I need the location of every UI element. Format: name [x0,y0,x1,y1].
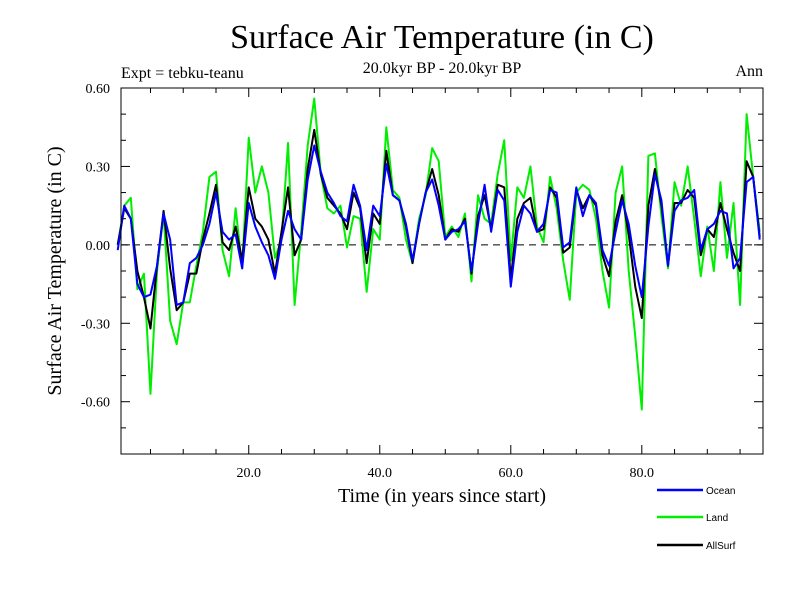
legend: Ocean Land AllSurf [657,486,736,552]
series-line-ocean [116,144,761,306]
period-label: Ann [735,63,763,80]
series-layer [116,97,761,411]
y-tick-label: 0.00 [86,239,111,254]
x-tick-label: 80.0 [630,466,655,481]
x-axis-label: Time (in years since start) [338,485,546,507]
legend-label-ocean: Ocean [706,486,735,497]
plot-frame [120,87,764,455]
legend-label-allsurf: AllSurf [706,541,736,552]
series-line-allsurf [116,128,761,330]
chart-title: Surface Air Temperature (in C) [230,19,654,56]
chart-subtitle: 20.0kyr BP - 20.0kyr BP [363,60,522,77]
y-tick-label: -0.60 [81,396,110,411]
y-tick-label: -0.30 [81,317,110,332]
legend-label-land: Land [706,513,728,524]
x-tick-label: 60.0 [499,466,524,481]
x-tick-label: 40.0 [368,466,393,481]
tick-layer: -0.60 -0.30 0.00 0.30 0.60 20.0 40.0 60.0 80.0 [81,82,763,481]
x-tick-label: 20.0 [236,466,261,481]
y-axis-label: Surface Air Temperature (in C) [44,146,66,395]
y-tick-label: 0.60 [86,82,111,97]
y-tick-label: 0.30 [86,160,111,175]
experiment-label: Expt = tebku-teanu [121,65,244,82]
series-line-land [116,97,761,411]
